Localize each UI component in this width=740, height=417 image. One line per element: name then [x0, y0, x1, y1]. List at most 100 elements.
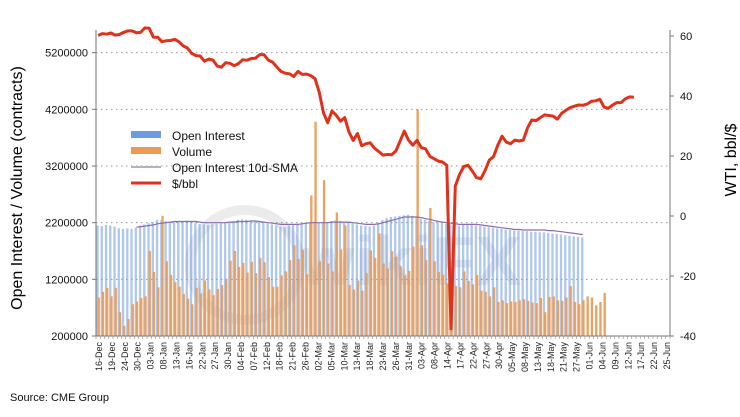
open-interest-bar	[555, 234, 558, 336]
open-interest-bar	[564, 235, 567, 336]
open-interest-bar	[432, 222, 435, 336]
volume-bar	[407, 270, 411, 336]
volume-bar	[365, 273, 368, 336]
open-interest-bar	[232, 220, 235, 336]
volume-bar	[208, 289, 211, 336]
x-tick-label: 08-Apr	[430, 342, 440, 369]
open-interest-bar	[500, 228, 503, 336]
volume-bar	[488, 296, 492, 336]
right-tick-label: 20	[680, 151, 692, 163]
volume-bar	[280, 275, 283, 336]
open-interest-bar	[483, 226, 486, 336]
open-interest-bar	[257, 221, 261, 336]
x-tick-label: 18-Mar	[365, 342, 375, 371]
x-tick-label: 22-Apr	[468, 342, 478, 369]
open-interest-bar	[240, 219, 244, 336]
x-tick-label: 17-Jun	[636, 342, 646, 370]
volume-bar	[424, 260, 428, 336]
open-interest-bar	[351, 223, 354, 336]
left-tick-label: 2200000	[45, 218, 88, 230]
source-note: Source: CME Group	[10, 392, 110, 404]
volume-bar	[293, 245, 296, 336]
open-interest-bar	[513, 230, 516, 336]
volume-bar	[514, 302, 517, 336]
volume-bar	[531, 302, 534, 336]
volume-bar	[216, 288, 219, 336]
open-interest-bar	[576, 236, 580, 336]
legend-label-price: $/bbl	[172, 177, 198, 191]
volume-bar	[322, 180, 326, 336]
open-interest-bar	[572, 236, 575, 336]
open-interest-bar	[313, 221, 316, 336]
volume-bar	[369, 250, 373, 336]
legend-label-volume: Volume	[172, 145, 212, 159]
open-interest-bar	[134, 227, 137, 336]
legend-item-sma: Open Interest 10d-SMA	[131, 161, 298, 175]
open-interest-bar	[347, 222, 350, 336]
x-tick-label: 30-Jan	[223, 342, 233, 370]
volume-bar	[412, 246, 415, 336]
open-interest-bar	[117, 228, 120, 336]
open-interest-bar	[415, 217, 418, 336]
open-interest-bar	[368, 226, 371, 336]
price-line-group	[97, 26, 635, 331]
open-interest-bar	[364, 226, 367, 336]
open-interest-bar	[253, 220, 257, 336]
volume-bar	[195, 287, 198, 336]
x-tick-label: 03-Jan	[146, 342, 156, 370]
x-tick-label: 31-Mar	[404, 342, 414, 371]
x-tick-label: 21-May	[559, 342, 569, 373]
open-interest-bar	[172, 222, 176, 336]
left-axis-title: Open Interest / Volume (contracts)	[9, 66, 26, 310]
volume-bar	[161, 215, 164, 336]
open-interest-bar	[491, 227, 495, 336]
volume-bar	[441, 274, 445, 336]
volume-bar	[212, 295, 215, 336]
volume-bar	[314, 121, 317, 336]
open-interest-bar	[470, 224, 473, 336]
volume-bar	[246, 272, 249, 336]
x-tick-label: 23-Mar	[378, 342, 388, 371]
legend-label-sma: Open Interest 10d-SMA	[172, 161, 298, 175]
x-tick-label: 09-Jun	[610, 342, 620, 370]
volume-bar	[599, 302, 602, 336]
x-tick-label: 16-Jan	[184, 342, 194, 370]
volume-bar	[339, 249, 343, 336]
volume-bar	[582, 300, 585, 336]
open-interest-bar	[428, 220, 431, 336]
volume-bar	[276, 286, 279, 336]
volume-bar	[152, 271, 156, 336]
volume-bar	[284, 271, 287, 336]
x-tick-label: 17-Apr	[456, 342, 466, 369]
open-interest-bar	[279, 226, 282, 336]
volume-bar	[475, 274, 479, 336]
open-interest-bar	[376, 222, 380, 336]
volume-bar	[403, 275, 407, 336]
open-interest-bar	[334, 220, 337, 336]
open-interest-bar	[291, 224, 295, 336]
volume-bar	[199, 293, 202, 336]
volume-bar	[509, 301, 513, 336]
open-interest-bar	[389, 217, 393, 336]
open-interest-bar	[215, 223, 218, 336]
volume-bar	[250, 261, 253, 336]
open-interest-bar	[381, 219, 384, 336]
open-interest-bar	[534, 231, 537, 336]
open-interest-bar	[266, 223, 269, 336]
volume-bar	[135, 301, 139, 336]
x-tick-label: 25-Jun	[662, 342, 672, 370]
volume-bar	[305, 274, 309, 336]
volume-bar	[233, 251, 236, 336]
volume-bar	[123, 325, 126, 336]
volume-bar	[165, 261, 168, 336]
legend-swatch-volume	[131, 147, 161, 154]
x-tick-label: 12-Jun	[623, 342, 633, 370]
volume-bar	[271, 286, 275, 336]
x-tick-label: 22-Jan	[197, 342, 207, 370]
x-tick-label: 16-Dec	[94, 342, 104, 372]
right-tick-label: 60	[680, 31, 692, 43]
open-interest-bar	[410, 215, 414, 336]
open-interest-bar	[453, 224, 456, 336]
open-interest-bar	[300, 223, 303, 336]
volume-bar	[131, 304, 134, 336]
